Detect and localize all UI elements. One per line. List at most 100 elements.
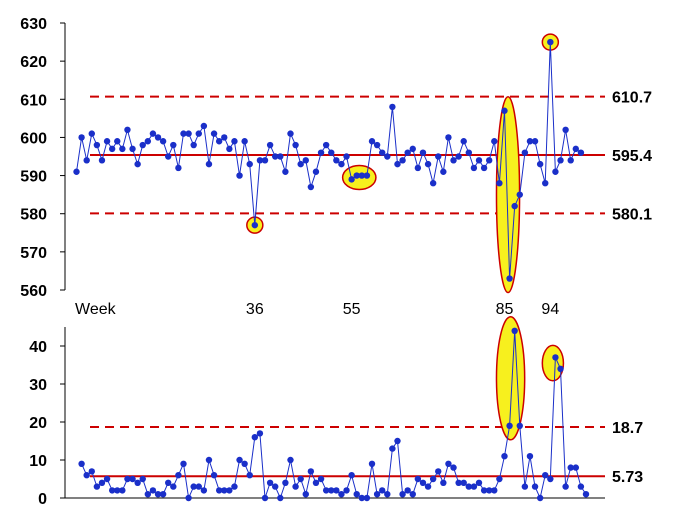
data-point: [83, 472, 90, 479]
data-point: [547, 38, 554, 46]
data-point: [134, 160, 141, 168]
data-point: [256, 430, 264, 437]
data-point: [450, 464, 457, 471]
data-point: [562, 483, 569, 490]
y-tick-label: 10: [29, 453, 47, 470]
data-point: [129, 475, 136, 483]
data-point: [333, 157, 340, 164]
data-point: [399, 491, 406, 498]
data-point: [307, 468, 315, 475]
data-point: [205, 160, 213, 168]
y-tick-label: 610: [20, 92, 47, 109]
data-point: [78, 460, 85, 467]
data-point: [394, 437, 401, 445]
data-point: [445, 460, 452, 467]
y-tick-label: 600: [20, 130, 47, 147]
data-point: [322, 487, 330, 494]
data-point: [531, 483, 539, 490]
data-point: [572, 145, 580, 153]
data-point: [409, 491, 416, 498]
data-point: [338, 491, 345, 498]
data-point: [521, 149, 529, 156]
data-point: [251, 221, 259, 229]
data-point: [567, 157, 574, 164]
data-point: [475, 479, 483, 486]
data-point: [190, 141, 197, 149]
data-point: [170, 483, 177, 490]
data-point: [424, 160, 432, 168]
y-tick-label: 40: [29, 339, 47, 356]
data-point: [292, 483, 299, 490]
data-point: [144, 138, 152, 145]
data-point: [266, 479, 274, 486]
data-point: [317, 475, 325, 483]
data-point: [165, 153, 172, 160]
data-point: [373, 141, 381, 149]
data-point: [124, 475, 131, 483]
data-point: [282, 168, 289, 175]
data-point: [511, 202, 518, 210]
data-point: [480, 487, 488, 494]
data-point: [108, 145, 116, 153]
data-point: [414, 164, 422, 172]
data-point: [200, 487, 208, 494]
data-point: [536, 494, 544, 502]
data-point: [485, 157, 493, 164]
y-tick-label: 580: [20, 207, 47, 224]
data-point: [205, 456, 213, 464]
data-point: [562, 126, 569, 133]
data-point: [480, 164, 488, 172]
data-point: [455, 479, 462, 486]
data-point: [343, 153, 350, 160]
data-point: [368, 460, 376, 467]
data-point: [277, 494, 284, 502]
data-point: [215, 138, 223, 145]
data-point: [496, 180, 503, 187]
data-point: [450, 157, 457, 164]
data-point: [506, 275, 513, 282]
data-point: [317, 149, 325, 156]
data-point: [572, 464, 580, 471]
data-point: [429, 475, 437, 483]
data-point: [506, 422, 513, 429]
data-point: [246, 472, 253, 479]
data-point: [358, 172, 366, 179]
data-point: [470, 483, 478, 490]
data-point: [221, 134, 228, 141]
data-point: [542, 472, 549, 479]
data-point: [531, 138, 539, 145]
data-point: [475, 157, 483, 164]
data-point: [384, 153, 391, 160]
data-point: [302, 157, 309, 164]
data-point: [460, 138, 467, 145]
limit-label-center: 595.4: [612, 148, 652, 165]
data-point: [93, 141, 101, 149]
data-point: [567, 464, 574, 471]
data-point: [496, 475, 503, 483]
limit-label-ucl: 610.7: [612, 90, 652, 107]
data-point: [175, 472, 182, 479]
data-point: [175, 164, 182, 172]
data-point: [557, 365, 564, 372]
data-point: [144, 491, 152, 498]
data-point: [83, 157, 90, 164]
data-point: [190, 483, 197, 490]
data-point: [582, 491, 590, 498]
data-point: [246, 160, 253, 168]
data-point: [322, 141, 330, 149]
data-point: [149, 487, 157, 494]
data-point: [119, 145, 126, 153]
data-point: [414, 475, 422, 483]
data-point: [195, 130, 202, 137]
data-point: [195, 483, 202, 490]
data-point: [379, 487, 386, 494]
data-point: [338, 160, 345, 168]
x-tick-label: 94: [541, 301, 559, 318]
data-point: [210, 130, 218, 137]
data-point: [501, 453, 508, 460]
data-point: [165, 479, 172, 486]
data-point: [348, 472, 355, 479]
data-point: [399, 157, 406, 164]
data-point: [226, 487, 233, 494]
y-tick-label: 590: [20, 169, 47, 186]
